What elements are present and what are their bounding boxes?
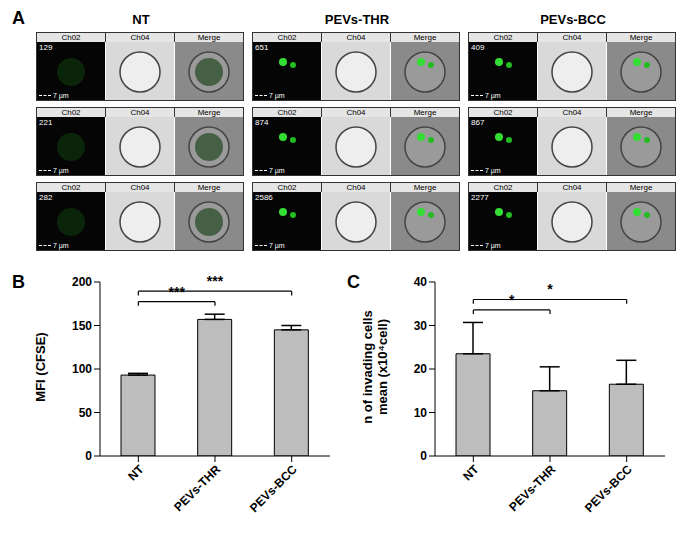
svg-text:40: 40 [414, 275, 428, 289]
svg-text:NT: NT [460, 462, 482, 484]
svg-text:30: 30 [414, 319, 428, 333]
html-text:651: 651 [255, 43, 269, 52]
html-text:Merge: Merge [197, 33, 221, 42]
html-text:Merge: Merge [629, 108, 653, 117]
svg-text:200: 200 [72, 275, 92, 289]
html-text:Ch02: Ch02 [493, 183, 513, 192]
svg-text:PEVs-BCC: PEVs-BCC [582, 462, 635, 515]
html-text:mean (x10⁴cell): mean (x10⁴cell) [375, 319, 390, 415]
html-text:Ch04: Ch04 [346, 108, 366, 117]
svg-text:0: 0 [85, 449, 92, 463]
html-text:PEVs-THR: PEVs-THR [324, 12, 390, 27]
svg-text:20: 20 [414, 362, 428, 376]
html-text:Ch02: Ch02 [493, 108, 513, 117]
html-text:Ch04: Ch04 [562, 183, 582, 192]
svg-text:PEVs-THR: PEVs-THR [506, 462, 558, 514]
html-text:C: C [347, 272, 360, 292]
html-text:Ch02: Ch02 [277, 108, 297, 117]
svg-text:NT: NT [125, 462, 147, 484]
html-text:Ch04: Ch04 [562, 108, 582, 117]
html-text:Merge: Merge [629, 33, 653, 42]
html-text:Ch04: Ch04 [130, 183, 150, 192]
svg-text:50: 50 [79, 406, 93, 420]
svg-text:10: 10 [414, 406, 428, 420]
svg-text:***: *** [168, 284, 185, 300]
html-text:7 µm: 7 µm [53, 242, 69, 249]
html-text:409: 409 [471, 43, 485, 52]
svg-text:***: *** [207, 273, 224, 289]
html-text:7 µm: 7 µm [485, 92, 501, 99]
svg-text:150: 150 [72, 319, 92, 333]
html-text:7 µm: 7 µm [485, 167, 501, 174]
html-text:7 µm: 7 µm [269, 242, 285, 249]
html-text:7 µm: 7 µm [485, 242, 501, 249]
html-text:B: B [12, 272, 25, 292]
html-text:Ch02: Ch02 [61, 183, 81, 192]
svg-text:*: * [509, 292, 515, 308]
svg-text:PEVs-THR: PEVs-THR [171, 462, 223, 514]
svg-text:0: 0 [420, 449, 427, 463]
svg-text:PEVs-BCC: PEVs-BCC [247, 462, 300, 515]
html-text:Ch02: Ch02 [61, 33, 81, 42]
html-text:Merge: Merge [197, 108, 221, 117]
html-text:Ch02: Ch02 [277, 33, 297, 42]
html-text:PEVs-BCC: PEVs-BCC [540, 12, 606, 27]
html-text:221: 221 [39, 118, 53, 127]
html-text:867: 867 [471, 118, 485, 127]
html-text:7 µm: 7 µm [269, 167, 285, 174]
html-text:Ch04: Ch04 [346, 33, 366, 42]
html-text:Ch04: Ch04 [130, 33, 150, 42]
html-text:n of invading cells: n of invading cells [360, 310, 375, 424]
svg-text:100: 100 [72, 362, 92, 376]
html-text:NT: NT [132, 12, 150, 27]
html-text:Ch04: Ch04 [562, 33, 582, 42]
html-text:Merge: Merge [413, 33, 437, 42]
html-text:Ch02: Ch02 [277, 183, 297, 192]
html-text:MFI (CFSE): MFI (CFSE) [32, 332, 48, 402]
html-text:A: A [12, 8, 25, 28]
html-text:2586: 2586 [255, 193, 273, 202]
html-text:Ch04: Ch04 [130, 108, 150, 117]
html-text:Ch04: Ch04 [346, 183, 366, 192]
html-text:Merge: Merge [413, 108, 437, 117]
html-text:874: 874 [255, 118, 269, 127]
svg-text:*: * [547, 281, 553, 297]
html-text:7 µm: 7 µm [53, 167, 69, 174]
html-text:2277: 2277 [471, 193, 489, 202]
html-text:129: 129 [39, 43, 53, 52]
html-text:282: 282 [39, 193, 53, 202]
html-text:Merge: Merge [629, 183, 653, 192]
html-text:Merge: Merge [197, 183, 221, 192]
html-text:7 µm: 7 µm [269, 92, 285, 99]
html-text:Ch02: Ch02 [493, 33, 513, 42]
html-text:Ch02: Ch02 [61, 108, 81, 117]
html-text:Merge: Merge [413, 183, 437, 192]
html-text:7 µm: 7 µm [53, 92, 69, 99]
